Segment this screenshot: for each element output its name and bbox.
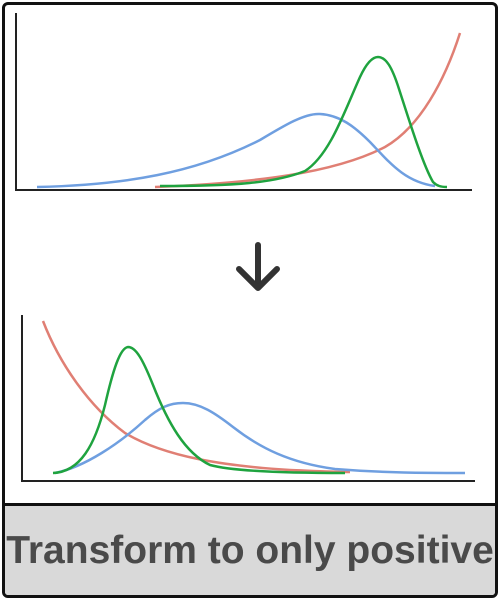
caption-bar: Transform to only positive	[5, 506, 495, 595]
top-green-curve	[159, 55, 448, 189]
diagram-svg	[15, 13, 475, 482]
top-red-curve	[154, 32, 462, 189]
top-chart	[15, 13, 472, 191]
arrow-down-icon	[236, 242, 280, 291]
bottom-chart	[21, 315, 475, 482]
bottom-blue-curve	[54, 401, 466, 475]
top-blue-curve	[36, 112, 436, 189]
bottom-red-curve	[41, 320, 351, 474]
bottom-green-curve	[52, 345, 346, 475]
caption-text: Transform to only positive	[6, 528, 494, 572]
caption-divider	[5, 503, 495, 506]
diagram-panel	[5, 5, 495, 503]
